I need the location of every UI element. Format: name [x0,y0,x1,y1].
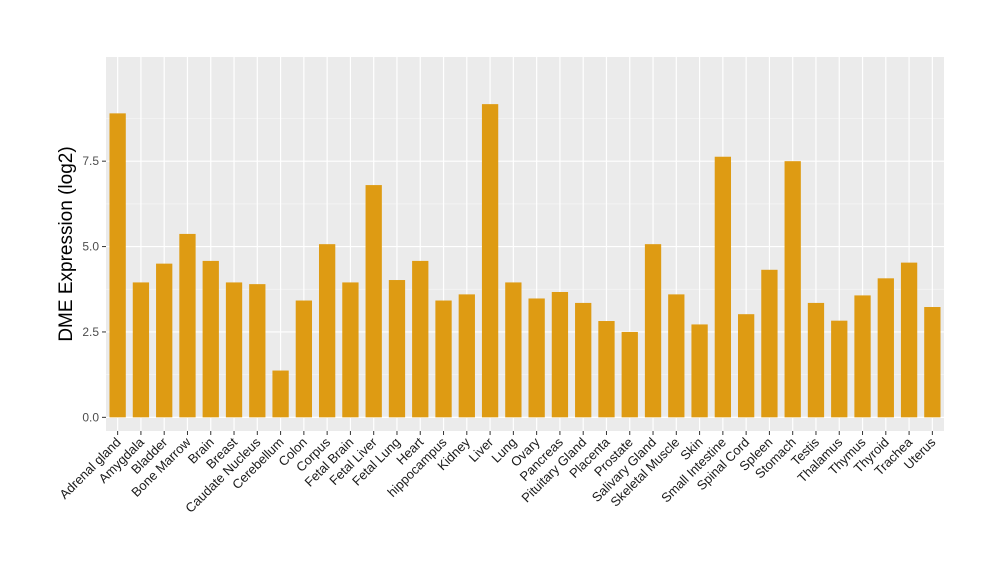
bar [877,278,894,418]
y-tick-label: 5.0 [82,240,99,254]
bar [691,324,708,418]
bar [807,302,825,418]
bar [435,300,452,418]
bars [109,104,941,418]
bar [481,104,499,418]
bar [225,282,243,418]
y-tick-label: 7.5 [82,154,99,168]
bar [668,294,685,418]
bar [621,331,638,418]
bar [714,156,732,418]
y-tick-label: 2.5 [82,325,99,339]
bar [272,370,289,418]
bar [202,260,219,418]
bar [784,161,801,418]
bar [854,295,871,418]
bar [831,320,848,418]
bar [249,284,266,418]
bar [342,282,359,418]
bar [295,300,313,418]
bar [924,307,941,418]
plot-panel [106,57,944,431]
bar [109,113,126,418]
x-tick-label: Liver [466,434,497,465]
bar [365,185,382,418]
bar [737,314,755,418]
bar [179,233,196,418]
bar [458,294,475,418]
bar [761,269,778,418]
bar [132,282,150,418]
bar [598,321,615,418]
y-axis-label: DME Expression (log2) [56,146,77,341]
minor-gridlines [106,118,944,376]
bar [900,262,918,418]
bar [412,260,429,418]
bar [318,244,336,418]
bar [156,263,173,418]
bar [388,280,406,418]
bar [505,282,522,418]
y-tick-label: 0.0 [82,410,99,424]
bar [644,244,662,418]
y-axis: 0.0 2.5 5.0 7.5 [82,154,106,424]
bar [528,298,545,418]
bar [575,302,592,418]
bar [551,291,569,418]
